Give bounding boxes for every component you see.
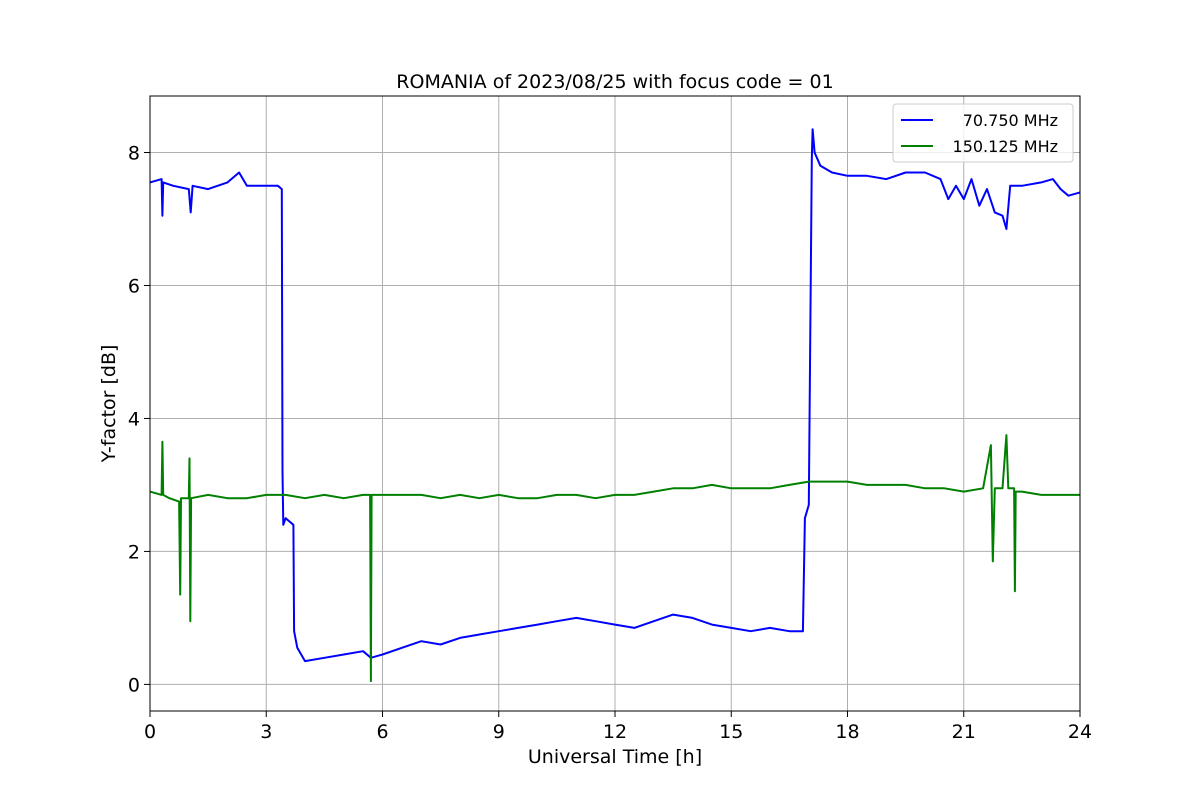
x-tick-label: 6 [376, 721, 388, 743]
x-tick-label: 12 [603, 721, 627, 743]
x-axis-label: Universal Time [h] [528, 746, 702, 768]
plot-series [149, 128, 1081, 683]
y-tick-label: 4 [128, 408, 140, 430]
x-tick-label: 9 [493, 721, 505, 743]
series-line [149, 434, 1080, 683]
y-tick-label: 2 [128, 541, 140, 563]
chart-title: ROMANIA of 2023/08/25 with focus code = … [396, 71, 833, 93]
y-tick-label: 6 [128, 275, 140, 297]
legend-label: 150.125 MHz [953, 137, 1058, 156]
x-tick-label: 3 [260, 721, 272, 743]
legend-label: 70.750 MHz [963, 111, 1058, 130]
x-tick-label: 15 [719, 721, 743, 743]
legend: 70.750 MHz 150.125 MHz [892, 103, 1074, 163]
x-tick-label: 24 [1068, 721, 1092, 743]
y-tick-label: 0 [128, 674, 140, 696]
x-tick-label: 18 [835, 721, 859, 743]
legend-box [892, 103, 1074, 163]
x-tick-label: 21 [952, 721, 976, 743]
x-tick-label: 0 [144, 721, 156, 743]
y-axis-label: Y-factor [dB] [98, 345, 120, 464]
y-tick-label: 8 [128, 143, 140, 165]
series-line [149, 128, 1081, 663]
